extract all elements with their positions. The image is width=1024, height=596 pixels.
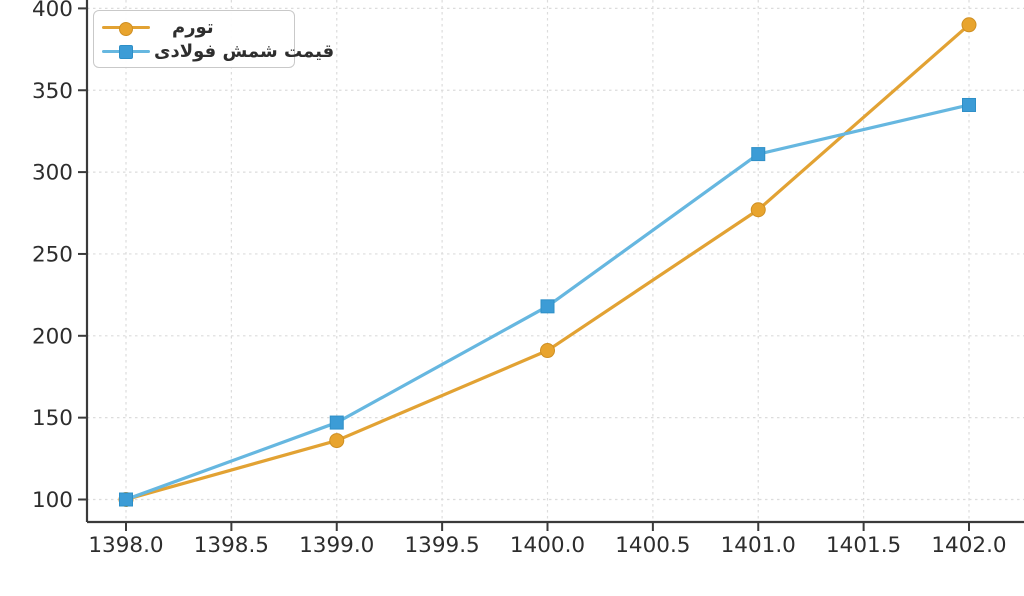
x-tick-label: 1401.0	[721, 533, 796, 558]
legend-item-inflation: تورم	[102, 16, 286, 40]
x-tick-label: 1400.5	[615, 533, 690, 558]
data-point-square	[962, 97, 976, 112]
y-tick-label: 300	[32, 161, 73, 186]
y-tick-label: 250	[32, 242, 73, 267]
data-point-circle	[961, 17, 977, 33]
y-tick-label: 100	[32, 488, 73, 513]
x-tick-label: 1398.5	[194, 533, 269, 558]
x-tick-label: 1398.0	[88, 533, 163, 558]
legend: تورم قیمت شمش فولادی	[93, 10, 334, 68]
y-tick-label: 150	[32, 406, 73, 431]
data-point-square	[540, 299, 555, 314]
y-tick-label: 400	[32, 0, 73, 22]
data-point-circle	[329, 433, 345, 449]
y-tick-label: 200	[32, 324, 73, 349]
x-tick-label: 1401.5	[826, 533, 901, 558]
data-point-square	[119, 492, 133, 507]
data-point-square	[751, 147, 766, 162]
x-tick-label: 1399.0	[299, 533, 374, 558]
inflation-line-marker-icon	[102, 21, 150, 36]
legend-item-steel-price: قیمت شمش فولادی	[102, 40, 334, 64]
steel-price-line-marker-icon	[102, 44, 150, 60]
data-point-square	[329, 415, 344, 430]
data-point-circle	[540, 343, 555, 359]
y-tick-label: 350	[32, 79, 73, 104]
legend-label-inflation: تورم	[172, 17, 214, 39]
x-tick-label: 1400.0	[510, 533, 585, 558]
x-tick-label: 1402.0	[931, 533, 1006, 558]
data-point-circle	[750, 202, 766, 218]
legend-label-steel-price: قیمت شمش فولادی	[154, 40, 335, 62]
x-tick-label: 1399.5	[405, 533, 480, 558]
